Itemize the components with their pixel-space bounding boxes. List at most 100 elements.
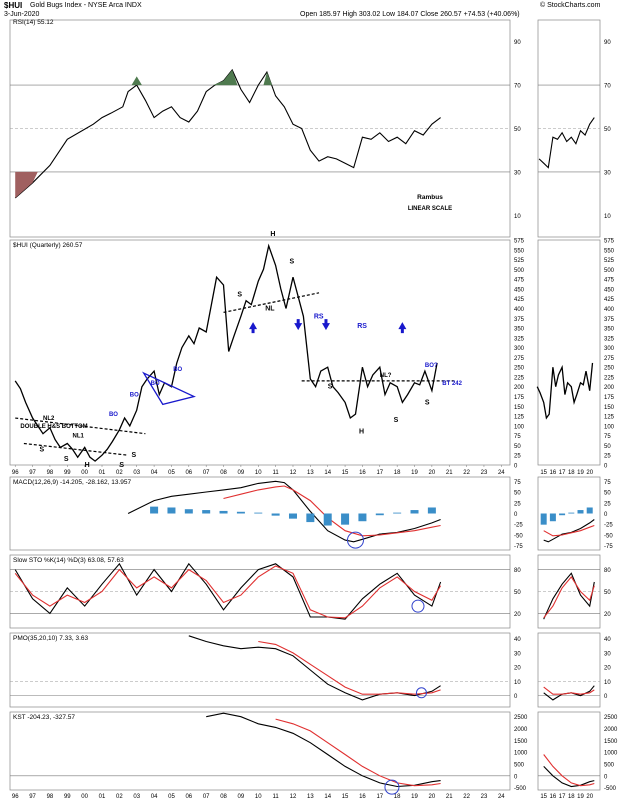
- rsi-overbought-fill: [263, 72, 273, 86]
- kst-inset-frame: [537, 711, 601, 791]
- slow_sto-inset-k-series: [543, 572, 595, 620]
- kst-xtick-label: 05: [168, 794, 175, 800]
- kst-xtick-label: 03: [133, 794, 140, 800]
- price-ytick-label: 225: [514, 375, 525, 381]
- price-xtick-label: 04: [151, 470, 158, 476]
- rsi-inset-ytick-label: 10: [604, 214, 611, 220]
- macd-histogram-bar: [427, 507, 436, 514]
- price-inset-ytick-label: 50: [604, 444, 611, 450]
- inset-kst-xtick-label: 16: [550, 794, 557, 800]
- kst-inset-signal-series: [543, 754, 595, 787]
- price-annotation: H: [85, 462, 90, 469]
- macd-legend: MACD(12,26,9) -14.205, -28.162, 13.957: [13, 479, 132, 486]
- price-annotation: NL1: [73, 434, 85, 440]
- price-xtick-label: 96: [12, 470, 19, 476]
- price-inset-ytick-label: 425: [604, 297, 615, 303]
- kst-inset-kst-series: [543, 766, 595, 788]
- price-annotation: BO: [130, 393, 139, 399]
- price-xtick-label: 22: [463, 470, 470, 476]
- pmo-pmo-series: [188, 635, 441, 701]
- inset-xtick-label: 15: [540, 470, 547, 476]
- macd-inset-histogram-bar: [568, 512, 575, 514]
- price-annotation: DOUBLE H&S BOTTOM: [20, 424, 87, 430]
- price-inset-ytick-label: 0: [604, 464, 608, 470]
- open-label: Open: [300, 11, 318, 18]
- macd-histogram-bar: [271, 513, 280, 516]
- price-annotation: H: [270, 231, 275, 238]
- kst-xtick-label: 07: [203, 794, 210, 800]
- price-ytick-label: 300: [514, 346, 525, 352]
- macd-histogram-bar: [323, 513, 332, 526]
- macd-histogram-bar: [288, 513, 297, 519]
- price-inset-ytick-label: 525: [604, 258, 615, 264]
- kst-xtick-label: 20: [429, 794, 436, 800]
- macd-histogram-bar: [410, 510, 419, 514]
- rsi-ytick-label: 30: [514, 170, 521, 176]
- macd-histogram-bar: [150, 506, 159, 514]
- kst-panel-frame: [9, 711, 511, 791]
- kst-ytick-label: 0: [514, 774, 518, 780]
- price-ytick-label: 575: [514, 239, 525, 245]
- macd-ytick-label: 75: [514, 480, 521, 486]
- macd-highlight-circle: [346, 531, 364, 549]
- price-xtick-label: 24: [498, 470, 505, 476]
- price-ytick-label: 100: [514, 424, 525, 430]
- price-inset-line-series: [536, 362, 594, 420]
- rsi-inset-ytick-label: 90: [604, 40, 611, 46]
- macd-histogram-bar: [306, 513, 315, 523]
- rsi-line-series: [14, 68, 441, 199]
- price-xtick-label: 00: [81, 470, 88, 476]
- price-ytick-label: 550: [514, 248, 525, 254]
- price-ytick-label: 475: [514, 278, 525, 284]
- price-xtick-label: 02: [116, 470, 123, 476]
- price-xtick-label: 99: [64, 470, 71, 476]
- chart-date: 3-Jun-2020: [4, 11, 40, 18]
- slow_sto-highlight-circle: [411, 599, 425, 613]
- price-annotation: BT 242: [442, 381, 462, 387]
- high-value: 303.02: [358, 11, 381, 18]
- slow_sto-inset-d-series: [543, 575, 595, 619]
- ohlc-readout: Open 185.97 High 303.02 Low 184.07 Close…: [300, 11, 520, 18]
- price-annotation: S: [394, 417, 399, 424]
- price-ytick-label: 125: [514, 415, 525, 421]
- change-value: +74.53 (+40.06%): [463, 11, 520, 18]
- price-inset-ytick-label: 200: [604, 385, 615, 391]
- price-xtick-label: 03: [133, 470, 140, 476]
- macd-panel-frame: [9, 476, 511, 551]
- pmo-ytick-label: 0: [514, 694, 518, 700]
- price-xtick-label: 01: [99, 470, 106, 476]
- macd-inset-ytick-label: 50: [604, 491, 611, 497]
- price-xtick-label: 08: [220, 470, 227, 476]
- macd-histogram-bar: [393, 512, 402, 514]
- macd-inset-ytick-label: 75: [604, 480, 611, 486]
- price-line-series: [14, 243, 438, 462]
- price-inset-ytick-label: 325: [604, 336, 615, 342]
- macd-inset-histogram-bar: [586, 507, 593, 514]
- rsi-annotation: LINEAR SCALE: [408, 206, 452, 212]
- macd-inset-macd-series: [543, 519, 595, 543]
- macd-histogram-bar: [184, 509, 193, 514]
- macd-ytick-label: -75: [514, 544, 523, 550]
- macd-histogram-bar: [375, 513, 384, 516]
- price-inset-ytick-label: 125: [604, 415, 615, 421]
- price-inset-ytick-label: 225: [604, 375, 615, 381]
- rsi-ytick-label: 90: [514, 40, 521, 46]
- price-annotation: NL?: [380, 373, 392, 379]
- down-arrow-icon: [321, 319, 330, 331]
- pmo-inset-ytick-label: 10: [604, 680, 611, 686]
- chart-symbol: $HUI: [4, 1, 23, 10]
- nl1-neckline: [23, 442, 129, 456]
- rsi-legend: RSI(14) 55.12: [13, 19, 54, 26]
- low-value: 184.07: [396, 11, 419, 18]
- price-xtick-label: 21: [446, 470, 453, 476]
- price-annotation: S: [132, 452, 137, 459]
- kst-xtick-label: 24: [498, 794, 505, 800]
- kst-xtick-label: 14: [324, 794, 331, 800]
- inset-xtick-label: 17: [559, 470, 566, 476]
- macd-histogram-bar: [341, 513, 350, 525]
- macd-inset-ytick-label: -25: [604, 523, 613, 529]
- rsi-inset-ytick-label: 50: [604, 127, 611, 133]
- kst-inset-ytick-label: 1500: [604, 739, 618, 745]
- price-ytick-label: 200: [514, 385, 525, 391]
- macd-inset-ytick-label: -75: [604, 544, 613, 550]
